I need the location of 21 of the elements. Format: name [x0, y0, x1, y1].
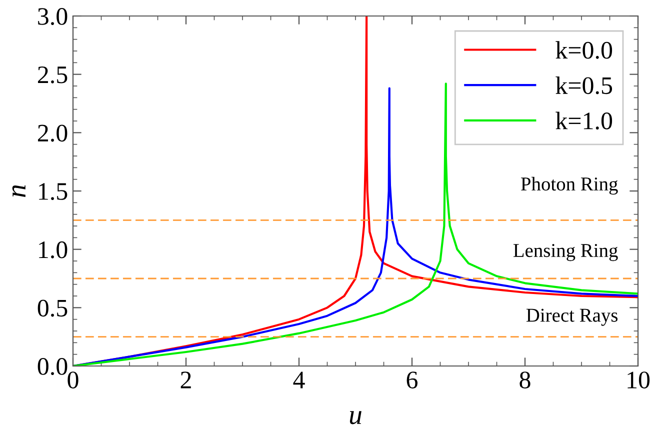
- y-tick-label: 3.0: [38, 8, 68, 26]
- legend-label: k=1.0: [556, 112, 612, 130]
- y-tick-label: 2.5: [38, 66, 68, 84]
- legend-label: k=0.0: [556, 41, 612, 59]
- x-tick-label: 10: [628, 372, 650, 388]
- y-tick-label: 2.0: [38, 124, 68, 142]
- y-axis-title: n: [12, 185, 26, 197]
- y-tick-label: 0.0: [38, 358, 68, 376]
- annotation: Photon Ring: [521, 176, 618, 195]
- x-tick-label: 0: [68, 372, 78, 388]
- x-tick-label: 2: [180, 372, 191, 388]
- y-tick-label: 0.5: [38, 300, 68, 317]
- x-tick-label: 8: [520, 372, 530, 388]
- annotation: Lensing Ring: [513, 244, 618, 262]
- x-tick-label: 4: [293, 372, 305, 388]
- legend-label: k=0.5: [556, 76, 612, 94]
- y-tick-label: 1.0: [39, 241, 68, 258]
- annotation: Direct Rays: [526, 308, 618, 326]
- x-axis-title: u: [350, 411, 362, 424]
- x-tick-label: 6: [406, 372, 418, 388]
- y-tick-label: 1.5: [39, 183, 68, 200]
